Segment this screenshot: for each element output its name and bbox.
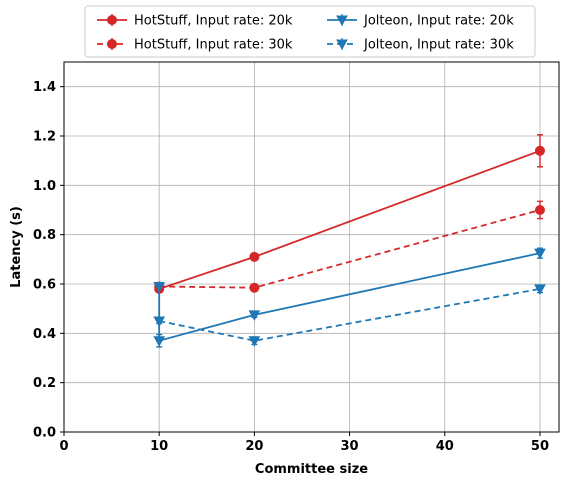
y-axis-label: Latency (s) <box>9 206 24 288</box>
y-axis-ticks: 0.0 0.2 0.4 0.6 0.8 1.0 1.2 1.4 <box>33 80 64 441</box>
series-3 <box>153 247 546 348</box>
y-tick-label: 0.6 <box>33 278 56 293</box>
series-line <box>158 252 541 342</box>
legend-item: HotStuff, Input rate: 20k <box>97 14 293 29</box>
legend-item: Jolteon, Input rate: 30k <box>327 38 514 53</box>
data-point <box>153 316 166 328</box>
legend-frame <box>84 5 536 58</box>
data-point <box>534 205 545 215</box>
legend-marker <box>107 39 117 49</box>
legend-label: HotStuff, Input rate: 30k <box>134 38 293 53</box>
grid-lines <box>63 62 559 433</box>
y-tick-label: 0.8 <box>33 228 56 243</box>
y-tick-label: 1.0 <box>33 179 56 194</box>
x-tick-label: 50 <box>531 439 549 454</box>
y-tick-label: 0.2 <box>33 376 56 391</box>
legend-label: HotStuff, Input rate: 20k <box>134 14 293 29</box>
series-line <box>159 288 541 342</box>
legend-item: HotStuff, Input rate: 30k <box>97 38 293 53</box>
data-point <box>248 336 261 347</box>
x-tick-label: 0 <box>59 439 68 454</box>
data-point <box>534 248 546 260</box>
legend-marker <box>336 15 348 27</box>
legend: HotStuff, Input rate: 20k HotStuff, Input… <box>84 5 536 58</box>
x-tick-label: 20 <box>245 439 263 454</box>
x-axis-ticks: 0 10 20 30 40 50 <box>59 432 549 454</box>
legend-label: Jolteon, Input rate: 30k <box>363 38 514 53</box>
data-point <box>249 251 260 262</box>
y-tick-label: 1.2 <box>33 130 56 145</box>
y-tick-label: 1.4 <box>33 80 56 95</box>
plot-frame <box>63 61 560 433</box>
series-layer <box>153 134 546 348</box>
x-axis-label: Committee size <box>255 462 368 477</box>
data-point <box>248 310 261 321</box>
data-point <box>534 284 546 295</box>
legend-item: Jolteon, Input rate: 20k <box>327 14 514 29</box>
series-4 <box>153 284 546 347</box>
x-tick-label: 30 <box>341 439 359 454</box>
data-point <box>153 281 166 293</box>
x-tick-label: 10 <box>150 439 168 454</box>
legend-label: Jolteon, Input rate: 20k <box>363 14 514 29</box>
legend-marker <box>107 15 117 25</box>
y-tick-label: 0.4 <box>33 327 56 342</box>
data-point <box>534 145 545 156</box>
x-tick-label: 40 <box>436 439 454 454</box>
data-point <box>153 336 166 347</box>
y-tick-label: 0.0 <box>33 426 56 441</box>
legend-marker <box>336 39 348 51</box>
data-point <box>249 282 260 293</box>
